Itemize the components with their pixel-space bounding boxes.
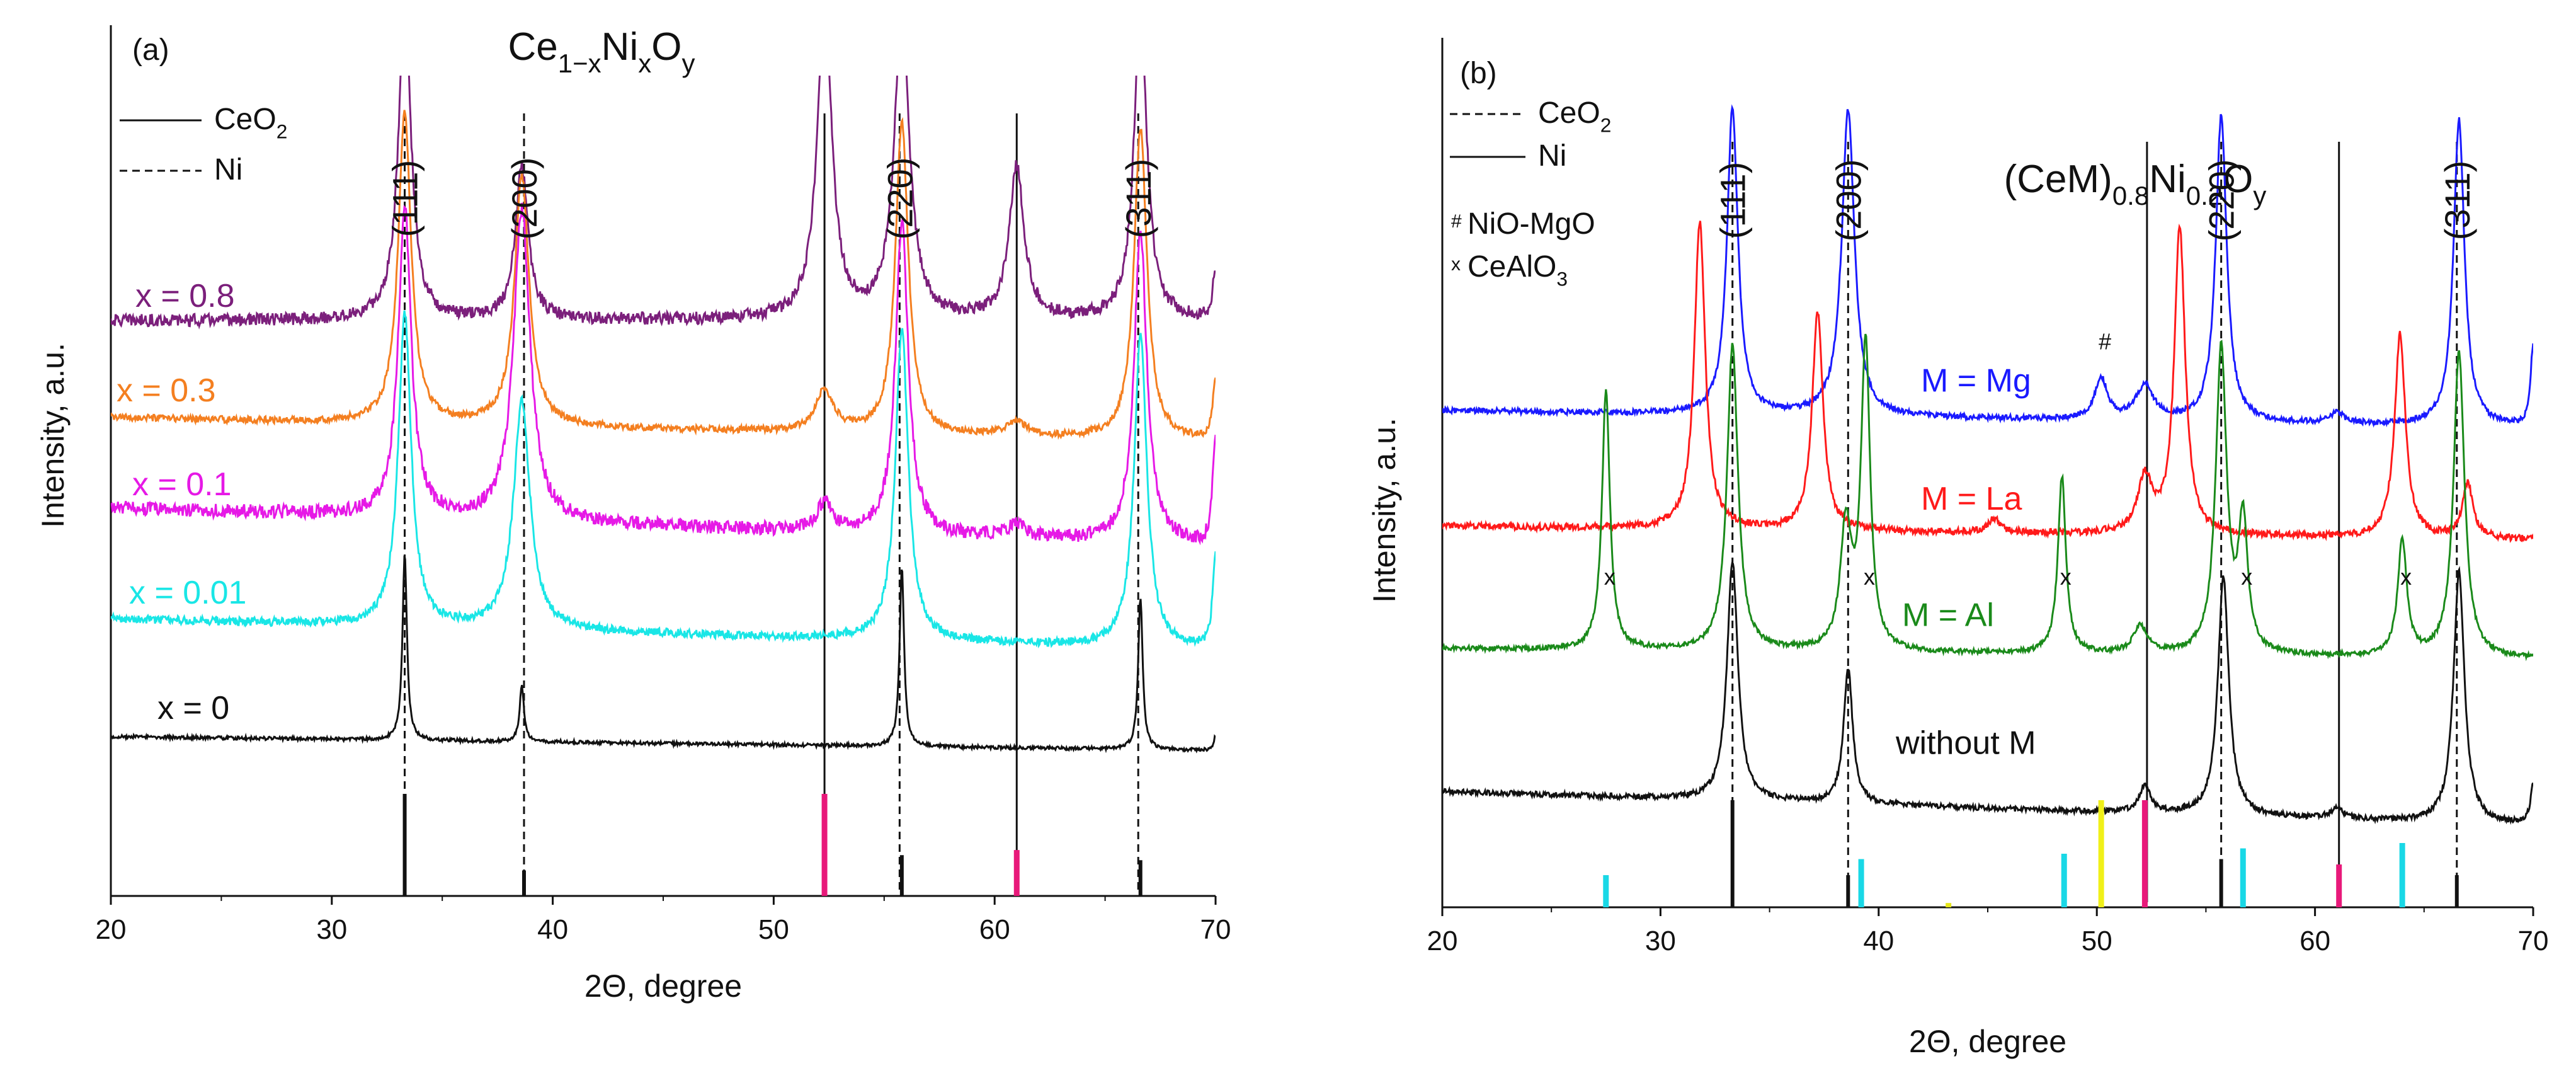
chart-title: Ce1−xNixOy [508,25,695,78]
legend-label: Ni [214,153,242,186]
title-mid: Ni [2149,158,2186,201]
series-line [1442,221,2533,543]
x-tick-label: 20 [96,914,127,945]
legend-label: CeO2 [214,103,287,142]
series-line [1442,104,2533,428]
phase-mark: x [2060,564,2072,590]
series-line [111,202,1216,546]
series-line [111,310,1216,649]
legend-label-sub: 2 [1600,113,1612,136]
x-tick-label: 50 [758,914,789,945]
legend-label-base: CeO [214,103,276,136]
peak-label: (220) [2202,159,2242,242]
title-sub3: y [681,49,695,78]
title-end: O [651,25,681,69]
series-line [111,76,1216,330]
series-line [111,555,1216,754]
x-tick-label: 40 [537,914,568,945]
title-base: (CeM) [2004,158,2112,201]
series-label: x = 0.1 [132,466,232,503]
title-sub1: 1−x [558,49,601,78]
phase-legend-label: CeAlO3 [1468,250,1568,290]
peak-label: (200) [504,158,544,240]
series-label: M = Mg [1921,363,2031,399]
peak-label: (111) [1713,162,1753,239]
phase-legend-symbol: x [1451,254,1461,275]
peak-label: (311) [1119,159,1158,239]
series-label: M = Al [1902,597,1994,634]
legend-label-base: Ni [214,153,242,186]
legend-label: CeO2 [1538,96,1611,136]
peak-label: (111) [385,160,425,237]
peak-label: (200) [1828,159,1868,242]
series-group [111,76,1216,754]
series-label: x = 0.8 [135,278,235,314]
x-tick-label: 40 [1863,926,1894,956]
phase-mark: x [1864,564,1875,590]
series-line [111,110,1216,440]
title-sub1: 0.8 [2112,181,2149,210]
series-label: x = 0.3 [117,372,216,409]
phase-legend-symbol: # [1451,211,1462,232]
legend-label: Ni [1538,139,1566,173]
legend-label-base: CeO [1538,96,1600,130]
phase-mark: x [2241,564,2252,590]
title-end: O [2223,158,2253,201]
x-axis-label: 2Θ, degree [584,968,742,1004]
title-mid: Ni [601,25,639,69]
legend-label-base: Ni [1538,139,1566,173]
series-line [1442,333,2533,662]
series-label: x = 0 [157,690,229,726]
panel-label: (b) [1460,57,1497,90]
x-tick-label: 30 [1645,926,1676,956]
x-tick-label: 70 [1200,914,1231,945]
y-axis-label: Intensity, a.u. [1367,418,1402,603]
title-base: Ce [508,25,558,69]
x-tick-label: 30 [316,914,347,945]
x-tick-label: 70 [2518,926,2549,956]
peak-label: (311) [2437,161,2477,241]
series-label: without M [1895,725,2036,761]
legend-label-sub: 2 [276,120,288,142]
phase-mark: x [2400,564,2412,590]
series-line [1442,561,2533,825]
panel-a: 20 30 40 50 60 70 2Θ, degree Intensity, a.u. (a)… [35,25,1231,1004]
peak-label: (220) [880,158,920,240]
panel-label: (a) [132,33,169,67]
x-tick-label: 50 [2082,926,2112,956]
x-tick-label: 20 [1427,926,1458,956]
y-axis-label: Intensity, a.u. [35,343,71,528]
series-label: x = 0.01 [129,575,246,611]
x-axis-label: 2Θ, degree [1909,1024,2066,1059]
series-label: M = La [1921,481,2022,517]
phase-legend-label-base: CeAlO [1468,250,1556,284]
phase-mark: x [1604,564,1616,590]
phase-mark: # [2099,328,2111,354]
phase-legend-label-base: NiO-MgO [1468,207,1595,241]
chart-title: (CeM)0.8Ni0.2Oy [2004,158,2267,210]
title-sub2: x [638,49,651,78]
x-tick-label: 60 [979,914,1010,945]
x-tick-label: 60 [2300,926,2330,956]
phase-legend-label-sub: 3 [1556,267,1568,290]
title-sub3: y [2253,181,2266,210]
panel-b: 20 30 40 50 60 70 2Θ, degree Intensity, a.u. (b)… [1367,38,2548,1059]
series-group [1442,104,2533,825]
phase-legend-label: NiO-MgO [1468,207,1595,241]
